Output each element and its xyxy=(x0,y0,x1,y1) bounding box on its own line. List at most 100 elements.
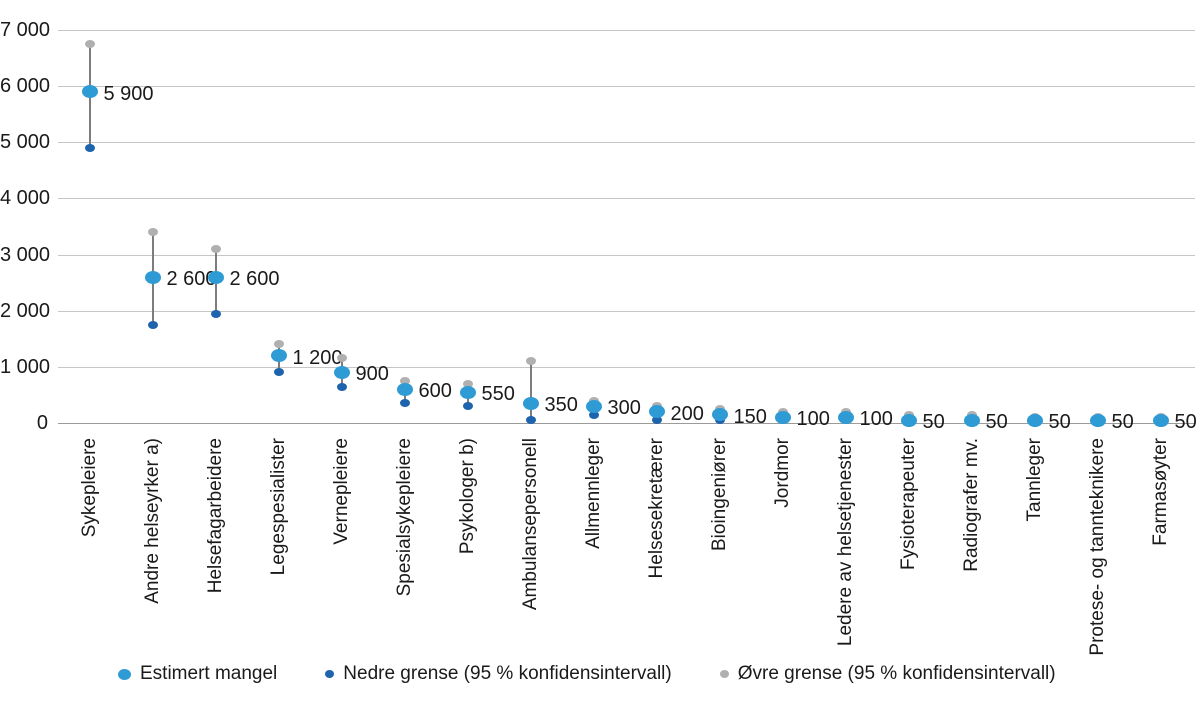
gridline xyxy=(58,86,1195,88)
data-label: 50 xyxy=(1048,411,1071,434)
legend-item-lower-bound: Nedre grense (95 % konfidensintervall) xyxy=(325,663,672,685)
category-label: Tannleger xyxy=(1023,438,1045,522)
gridline xyxy=(58,198,1195,200)
category-label: Helsesekretærer xyxy=(645,438,667,579)
estimate-dot xyxy=(459,385,476,399)
gridline xyxy=(58,30,1195,31)
lower-bound-dot xyxy=(462,402,473,411)
category-label: Bioingeniører xyxy=(708,438,730,551)
category-label: Helsefagarbeidere xyxy=(204,438,226,594)
data-label: 100 xyxy=(859,408,893,431)
estimate-dot xyxy=(333,365,350,379)
upper-bound-dot xyxy=(273,340,284,349)
estimate-dot xyxy=(396,382,413,396)
estimate-dot xyxy=(522,396,539,410)
error-bar xyxy=(529,361,532,421)
category-label: Vernepleiere xyxy=(330,438,352,545)
legend-item-upper-bound: Øvre grense (95 % konfidensintervall) xyxy=(719,663,1056,685)
data-label: 600 xyxy=(418,380,452,403)
y-tick-label: 4 000 xyxy=(0,187,51,210)
gridline xyxy=(58,254,1195,256)
category-label: Ambulansepersonell xyxy=(519,438,541,611)
lower-bound-dot xyxy=(651,416,662,425)
chart-legend: Estimert mangel Nedre grense (95 % konfi… xyxy=(0,663,1200,685)
category-label: Sykepleiere xyxy=(78,438,100,538)
gridline xyxy=(58,366,1195,368)
data-label: 900 xyxy=(355,363,389,386)
data-label: 200 xyxy=(670,402,704,425)
lower-bound-dot xyxy=(525,416,536,425)
upper-bound-dot xyxy=(84,40,95,49)
upper-bound-dot xyxy=(462,379,473,388)
data-label: 2 600 xyxy=(166,268,217,291)
legend-item-estimate: Estimert mangel xyxy=(118,663,277,685)
upper-bound-dot xyxy=(210,244,221,253)
estimate-dot xyxy=(774,410,791,424)
category-label: Fysioterapeuter xyxy=(897,438,919,571)
upper-bound-marker-icon xyxy=(719,670,729,678)
lower-bound-dot xyxy=(210,309,221,318)
estimate-dot xyxy=(81,85,98,99)
data-label: 5 900 xyxy=(103,82,154,105)
legend-label-lower-bound: Nedre grense (95 % konfidensintervall) xyxy=(343,663,672,684)
y-tick-label: 0 xyxy=(36,412,48,434)
data-label: 150 xyxy=(733,405,767,428)
estimate-dot xyxy=(963,413,980,427)
data-label: 50 xyxy=(985,411,1008,434)
y-tick-label: 7 000 xyxy=(0,19,51,41)
lower-bound-dot xyxy=(588,410,599,419)
data-label: 2 600 xyxy=(229,268,280,291)
estimate-marker-icon xyxy=(118,668,131,680)
estimate-dot xyxy=(1026,413,1043,427)
category-label: Allmennleger xyxy=(582,438,604,549)
category-label: Andre helseyrker a) xyxy=(141,438,163,604)
lower-bound-dot xyxy=(147,320,158,329)
y-tick-label: 1 000 xyxy=(0,355,51,378)
gridline xyxy=(58,310,1195,312)
upper-bound-dot xyxy=(147,228,158,237)
estimate-dot xyxy=(900,413,917,427)
estimate-dot xyxy=(585,399,602,413)
gridline xyxy=(58,142,1195,144)
category-label: Protese- og tannteknikere xyxy=(1086,438,1108,656)
estimate-dot xyxy=(837,410,854,424)
data-label: 100 xyxy=(796,408,830,431)
y-tick-label: 2 000 xyxy=(0,299,51,322)
lower-bound-dot xyxy=(273,368,284,377)
upper-bound-dot xyxy=(336,354,347,363)
x-axis-line xyxy=(58,423,1195,424)
upper-bound-dot xyxy=(525,357,536,366)
category-label: Farmasøyter xyxy=(1149,438,1171,546)
category-label: Legespesialister xyxy=(267,438,289,576)
category-label: Jordmor xyxy=(771,438,793,508)
lower-bound-dot xyxy=(399,399,410,408)
estimate-dot xyxy=(1089,413,1106,427)
estimate-dot xyxy=(270,349,287,363)
y-tick-label: 3 000 xyxy=(0,243,51,266)
data-label: 350 xyxy=(544,394,578,417)
category-label: Spesialsykepleiere xyxy=(393,438,415,597)
estimate-dot xyxy=(648,405,665,419)
data-label: 550 xyxy=(481,383,515,406)
lower-bound-dot xyxy=(336,382,347,391)
estimate-dot xyxy=(207,270,224,284)
data-label: 50 xyxy=(1174,411,1197,434)
y-tick-label: 6 000 xyxy=(0,75,51,98)
data-label: 50 xyxy=(1111,411,1134,434)
legend-label-upper-bound: Øvre grense (95 % konfidensintervall) xyxy=(737,663,1056,684)
data-label: 50 xyxy=(922,411,945,434)
estimate-dot xyxy=(1152,413,1169,427)
lower-bound-marker-icon xyxy=(325,670,335,678)
legend-label-estimate: Estimert mangel xyxy=(140,663,278,684)
data-label: 300 xyxy=(607,397,641,420)
y-tick-label: 5 000 xyxy=(0,131,51,154)
lower-bound-dot xyxy=(84,143,95,152)
category-label: Radiografer mv. xyxy=(960,438,982,572)
category-label: Psykologer b) xyxy=(456,438,478,555)
estimate-dot xyxy=(144,270,161,284)
estimate-dot xyxy=(711,408,728,422)
upper-bound-dot xyxy=(399,376,410,385)
data-label: 1 200 xyxy=(292,346,343,369)
